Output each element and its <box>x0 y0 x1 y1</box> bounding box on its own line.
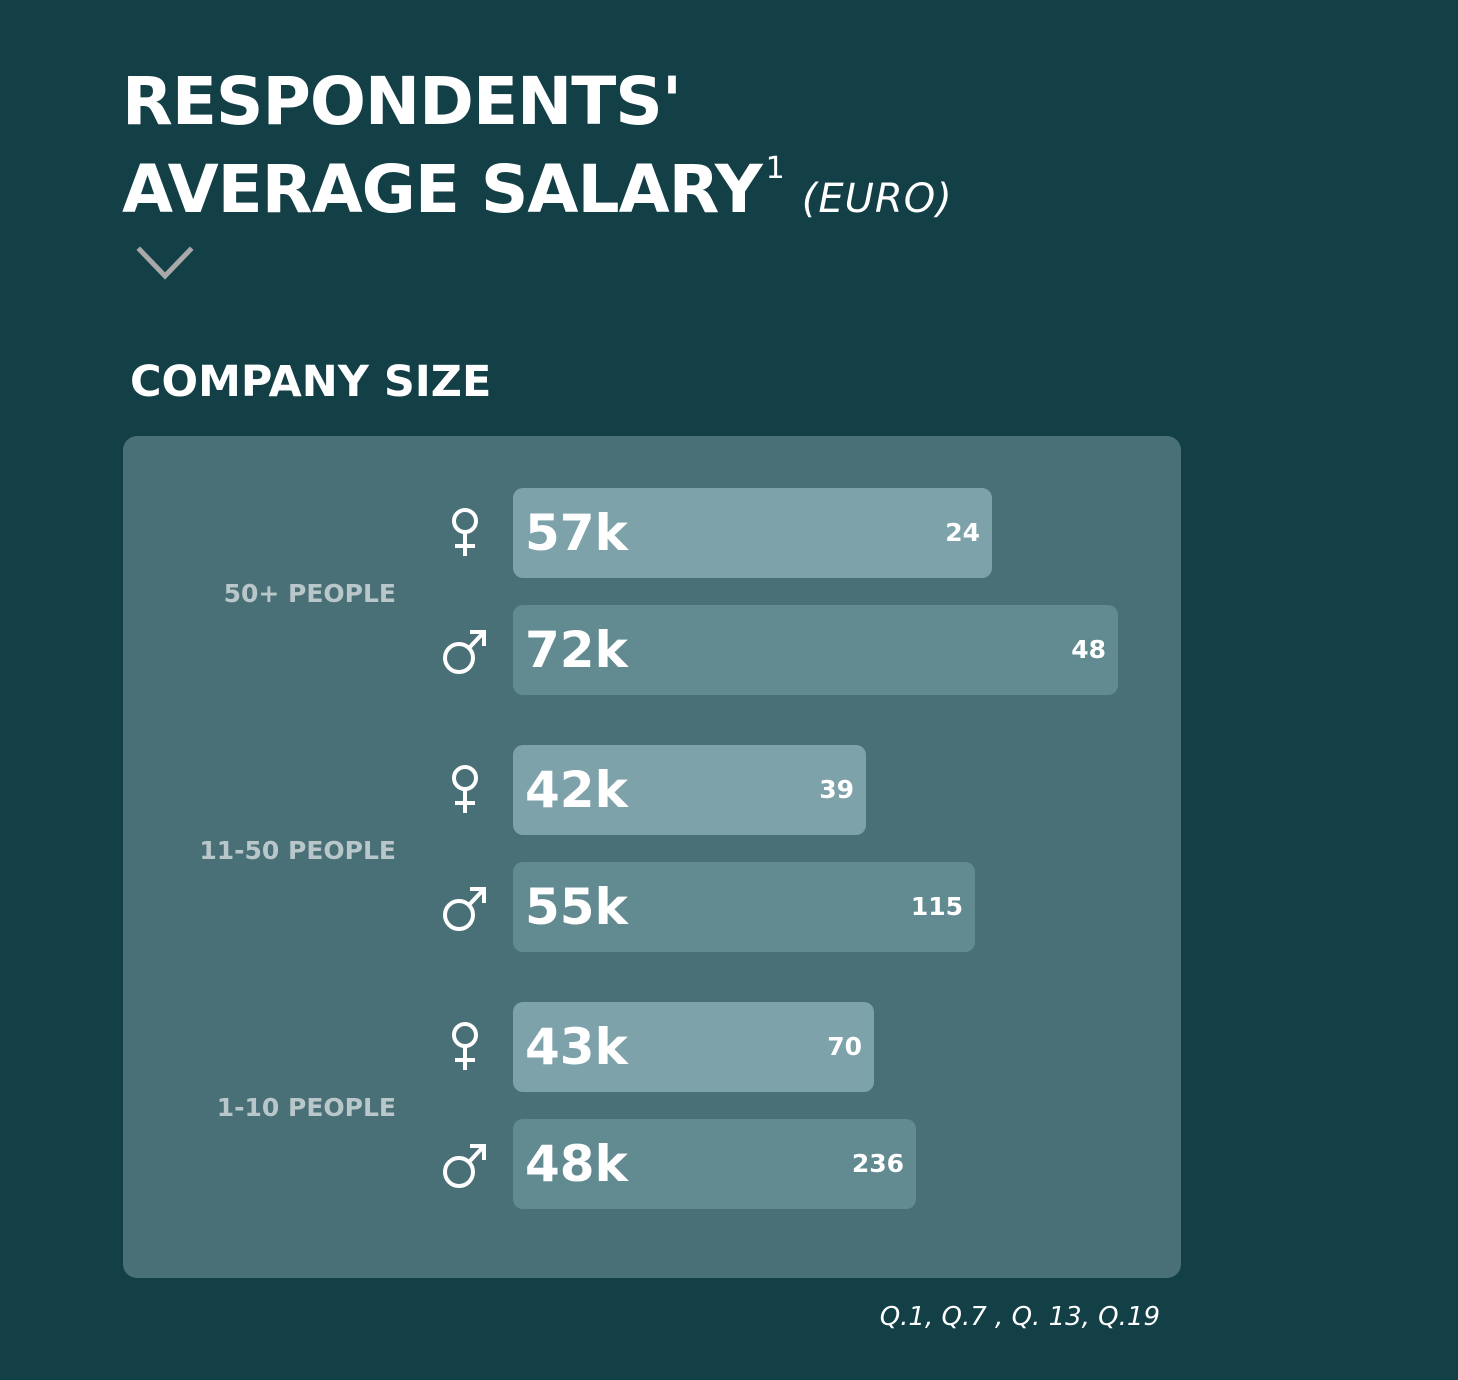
male-salary-bar: 55k 115 <box>513 862 975 952</box>
chart-panel: 50+ PEOPLE 57k 24 72k 48 11-50 PEOPLE 42k 39 55k… <box>123 436 1181 1278</box>
male-symbol-icon <box>441 1137 489 1191</box>
title-line-1: RESPONDENTS' <box>122 63 682 140</box>
salary-value-label: 55k <box>525 878 628 936</box>
male-salary-bar: 48k 236 <box>513 1119 916 1209</box>
respondent-count-label: 48 <box>1071 635 1106 664</box>
male-symbol-icon <box>441 880 489 934</box>
female-salary-bar: 43k 70 <box>513 1002 874 1092</box>
female-salary-bar: 57k 24 <box>513 488 992 578</box>
company-size-label: 11-50 PEOPLE <box>199 835 396 865</box>
male-salary-bar: 72k 48 <box>513 605 1118 695</box>
company-size-label: 50+ PEOPLE <box>223 578 396 608</box>
company-size-label: 1-10 PEOPLE <box>216 1092 396 1122</box>
section-title: COMPANY SIZE <box>130 357 492 407</box>
page-title: RESPONDENTS' AVERAGE SALARY 1 (EURO) <box>122 58 953 243</box>
salary-value-label: 42k <box>525 761 628 819</box>
chevron-down-icon <box>136 246 194 280</box>
female-salary-bar: 42k 39 <box>513 745 866 835</box>
female-symbol-icon <box>441 506 489 560</box>
title-line-2-text: AVERAGE SALARY <box>122 151 763 228</box>
female-symbol-icon <box>441 763 489 817</box>
respondent-count-label: 70 <box>827 1032 862 1061</box>
respondent-count-label: 236 <box>851 1149 904 1178</box>
salary-value-label: 43k <box>525 1018 628 1076</box>
respondent-count-label: 24 <box>945 518 980 547</box>
footnote-marker: 1 <box>765 151 785 186</box>
salary-value-label: 48k <box>525 1135 628 1193</box>
salary-value-label: 72k <box>525 621 628 679</box>
source-note: Q.1, Q.7 , Q. 13, Q.19 <box>879 1302 1160 1332</box>
male-symbol-icon <box>441 623 489 677</box>
title-line-2: AVERAGE SALARY 1 (EURO) <box>122 146 953 243</box>
respondent-count-label: 39 <box>819 775 854 804</box>
salary-value-label: 57k <box>525 504 628 562</box>
currency-unit: (EURO) <box>801 176 953 222</box>
female-symbol-icon <box>441 1020 489 1074</box>
respondent-count-label: 115 <box>910 892 963 921</box>
